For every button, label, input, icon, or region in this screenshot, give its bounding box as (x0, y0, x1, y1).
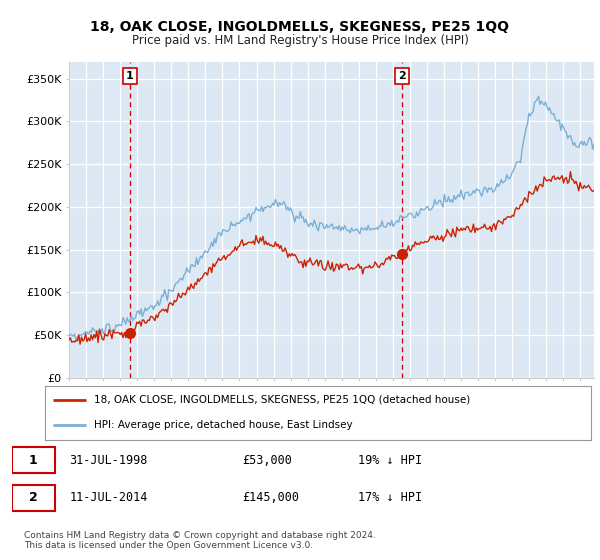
Text: HPI: Average price, detached house, East Lindsey: HPI: Average price, detached house, East… (94, 419, 353, 430)
Text: £145,000: £145,000 (242, 492, 299, 505)
FancyBboxPatch shape (12, 485, 55, 511)
Text: 19% ↓ HPI: 19% ↓ HPI (358, 454, 422, 466)
Text: 11-JUL-2014: 11-JUL-2014 (70, 492, 148, 505)
Text: 18, OAK CLOSE, INGOLDMELLS, SKEGNESS, PE25 1QQ: 18, OAK CLOSE, INGOLDMELLS, SKEGNESS, PE… (91, 20, 509, 34)
Text: 2: 2 (398, 71, 406, 81)
Text: 2: 2 (29, 492, 38, 505)
Text: 31-JUL-1998: 31-JUL-1998 (70, 454, 148, 466)
Text: £53,000: £53,000 (242, 454, 292, 466)
Text: 1: 1 (126, 71, 134, 81)
Text: 17% ↓ HPI: 17% ↓ HPI (358, 492, 422, 505)
FancyBboxPatch shape (12, 447, 55, 473)
Text: Contains HM Land Registry data © Crown copyright and database right 2024.
This d: Contains HM Land Registry data © Crown c… (24, 531, 376, 550)
Text: Price paid vs. HM Land Registry's House Price Index (HPI): Price paid vs. HM Land Registry's House … (131, 34, 469, 46)
Text: 1: 1 (29, 454, 38, 466)
Text: 18, OAK CLOSE, INGOLDMELLS, SKEGNESS, PE25 1QQ (detached house): 18, OAK CLOSE, INGOLDMELLS, SKEGNESS, PE… (94, 395, 470, 405)
